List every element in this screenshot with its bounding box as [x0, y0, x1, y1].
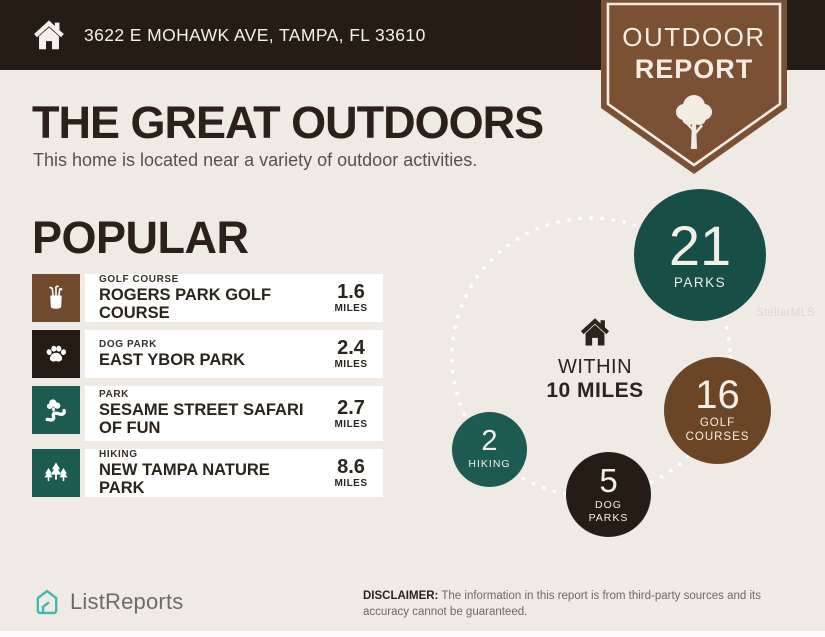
item-category: DOG PARK — [99, 338, 157, 350]
badge-title-line2: REPORT — [634, 54, 754, 84]
disclaimer-text: DISCLAIMER: The information in this repo… — [363, 589, 797, 620]
popular-heading: POPULAR — [32, 212, 249, 263]
listreports-house-icon — [36, 589, 58, 615]
property-address: 3622 E MOHAWK AVE, TAMPA, FL 33610 — [84, 24, 426, 45]
item-distance: 2.7 MILES — [334, 396, 368, 430]
disclaimer-label: DISCLAIMER: — [363, 590, 439, 602]
list-item-golf-course: GOLF COURSE ROGERS PARK GOLF COURSE 1.6 … — [32, 274, 383, 322]
golf-courses-count-bubble: 16 GOLF COURSES — [664, 357, 771, 464]
footer: ListReports DISCLAIMER: The information … — [0, 576, 825, 631]
home-icon-center — [580, 318, 610, 346]
list-card: DOG PARK EAST YBOR PARK 2.4 MILES — [85, 330, 383, 378]
list-item-dog-park: DOG PARK EAST YBOR PARK 2.4 MILES — [32, 330, 383, 378]
outdoor-report-badge: OUTDOOR REPORT — [601, 0, 787, 176]
item-category: GOLF COURSE — [99, 273, 179, 285]
page-subtitle: This home is located near a variety of o… — [33, 150, 478, 170]
disclaimer-body: The information in this report is from t… — [363, 590, 761, 618]
list-card: PARK SESAME STREET SAFARI OF FUN 2.7 MIL… — [85, 386, 383, 441]
item-distance: 2.4 MILES — [334, 337, 368, 370]
item-distance: 1.6 MILES — [334, 281, 368, 314]
badge-text: OUTDOOR REPORT — [601, 0, 787, 158]
list-item-park: PARK SESAME STREET SAFARI OF FUN 2.7 MIL… — [32, 386, 383, 441]
item-name: NEW TAMPA NATURE PARK — [99, 460, 270, 497]
popular-list: GOLF COURSE ROGERS PARK GOLF COURSE 1.6 … — [32, 274, 383, 505]
list-card: HIKING NEW TAMPA NATURE PARK 8.6 MILES — [85, 449, 383, 497]
page-title: THE GREAT OUTDOORS — [32, 97, 544, 148]
item-name: ROGERS PARK GOLF COURSE — [99, 285, 272, 322]
listreports-logo: ListReports — [33, 588, 183, 616]
home-icon — [34, 20, 64, 50]
pine-trees-icon — [32, 449, 80, 497]
item-distance: 8.6 MILES — [334, 456, 368, 489]
bottom-edge-strip — [0, 631, 825, 637]
mls-watermark: StellarMLS — [756, 307, 816, 319]
list-item-hiking: HIKING NEW TAMPA NATURE PARK 8.6 MILES — [32, 449, 383, 497]
badge-title-line1: OUTDOOR — [622, 22, 766, 52]
dotted-radius-ring — [450, 216, 732, 498]
dog-parks-count-bubble: 5 DOG PARKS — [566, 452, 651, 537]
hiking-count-bubble: 2 HIKING — [452, 412, 527, 487]
brand-name: ListReports — [70, 589, 184, 614]
list-card: GOLF COURSE ROGERS PARK GOLF COURSE 1.6 … — [85, 274, 383, 322]
paw-icon — [32, 330, 80, 378]
ten-miles-label: 10 MILES — [546, 379, 644, 402]
within-label: WITHIN — [557, 356, 633, 378]
golf-bag-icon — [32, 274, 80, 322]
item-name: EAST YBOR PARK — [99, 350, 246, 369]
parks-count-bubble: 21 PARKS — [634, 189, 766, 321]
badge-ribbon-shape — [601, 0, 787, 174]
park-tree-path-icon — [32, 386, 80, 434]
item-name: SESAME STREET SAFARI OF FUN — [99, 401, 304, 437]
radius-center-label: WITHIN 10 MILES — [520, 314, 670, 403]
item-category: PARK — [99, 389, 129, 401]
item-category: HIKING — [99, 448, 138, 460]
tree-icon — [676, 95, 712, 149]
